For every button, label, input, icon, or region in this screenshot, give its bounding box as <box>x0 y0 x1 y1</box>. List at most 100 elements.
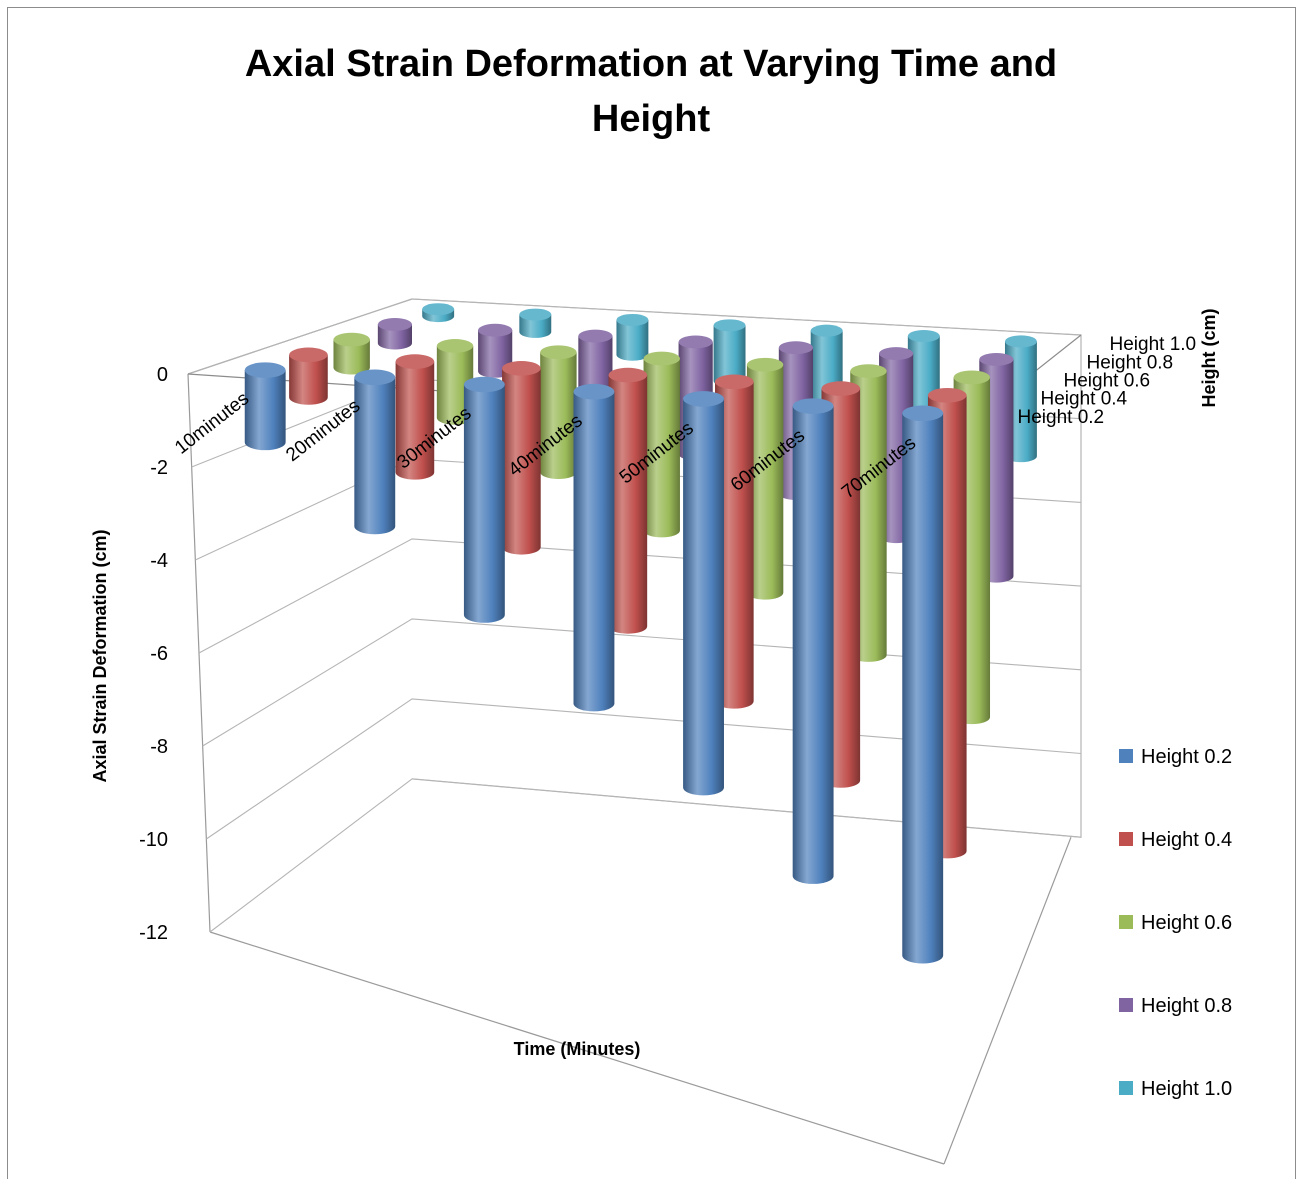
x-axis-title: Time (Minutes) <box>514 1039 641 1059</box>
bar-top <box>502 361 541 376</box>
y-tick-label: -2 <box>150 457 168 479</box>
legend-swatch <box>1119 915 1133 929</box>
bar-body <box>715 381 754 709</box>
bar-top <box>902 405 944 422</box>
legend: Height 0.2 Height 0.4 Height 0.6 Height 0.8… <box>1119 746 1232 1100</box>
gridline <box>187 298 1082 375</box>
bar-body <box>746 364 784 600</box>
bar-body <box>792 406 834 884</box>
bar-top <box>289 347 328 363</box>
bar-top <box>979 352 1014 366</box>
bar-body <box>643 358 680 538</box>
bar-top <box>478 323 513 337</box>
x-tick-label: 10minutes <box>171 388 253 459</box>
bar-top <box>792 398 834 414</box>
bar-top <box>713 319 746 332</box>
legend-label: Height 0.8 <box>1141 995 1232 1017</box>
bar <box>519 308 552 338</box>
y-tick-label: -4 <box>150 550 168 572</box>
bar-top <box>333 332 370 347</box>
depth-axis-title: Height (cm) <box>1199 308 1219 407</box>
bar-body <box>902 413 944 964</box>
floor-right-edge <box>943 836 1072 1165</box>
legend-label: Height 0.6 <box>1141 912 1232 934</box>
bar-body <box>244 370 286 451</box>
bar-top <box>463 376 505 393</box>
bar-top <box>678 335 713 349</box>
y-axis-title: Axial Strain Deformation (cm) <box>90 529 110 782</box>
bar <box>354 369 396 535</box>
bar-body <box>713 325 746 387</box>
bar-top <box>715 374 754 390</box>
depth-tick-label: Height 0.8 <box>1087 352 1174 373</box>
bar-top <box>436 339 474 353</box>
bar-top <box>422 303 455 316</box>
bar-top <box>810 324 843 337</box>
bar-body <box>289 354 328 405</box>
bar <box>713 319 746 387</box>
gridline <box>209 778 1082 933</box>
bar-top <box>616 313 649 326</box>
bar-top <box>643 351 680 366</box>
bar <box>333 332 370 375</box>
bar-top <box>395 354 435 369</box>
bar-top <box>927 388 967 403</box>
y-tick-label: -12 <box>139 922 168 944</box>
bar-body <box>608 375 648 634</box>
chart-title: Axial Strain Deformation at Varying Time… <box>245 43 1057 140</box>
y-axis-ticks: 0 -2 -4 -6 -8 -10 -12 <box>139 364 168 944</box>
legend-item: Height 0.4 <box>1119 829 1232 851</box>
bar-top <box>683 391 724 407</box>
depth-tick-label: Height 1.0 <box>1110 334 1197 355</box>
bar-top <box>1004 335 1037 348</box>
legend-swatch <box>1119 749 1133 763</box>
bars <box>244 303 1037 964</box>
legend-item: Height 0.2 <box>1119 746 1232 768</box>
legend-item: Height 0.6 <box>1119 912 1232 934</box>
bar <box>902 405 944 964</box>
chart-frame: Axial Strain Deformation at Varying Time… <box>7 7 1296 1179</box>
bar <box>289 347 328 405</box>
bar-top <box>354 369 396 386</box>
bar <box>244 362 286 451</box>
bar-top <box>519 308 552 321</box>
depth-tick-label: Height 0.6 <box>1064 371 1151 392</box>
legend-swatch <box>1119 998 1133 1012</box>
bar-top <box>850 364 887 378</box>
bar <box>792 398 834 884</box>
bar-body <box>463 384 505 623</box>
bar <box>395 354 435 480</box>
bar <box>502 361 541 555</box>
bar <box>463 376 505 623</box>
bar <box>608 367 648 634</box>
legend-label: Height 0.2 <box>1141 746 1232 768</box>
bar-body <box>519 314 552 338</box>
legend-item: Height 0.8 <box>1119 995 1232 1017</box>
bar-top <box>608 367 648 383</box>
y-tick-label: -8 <box>150 736 168 758</box>
bar <box>540 345 577 480</box>
bar-top <box>244 362 286 378</box>
bar <box>746 357 784 600</box>
bar <box>643 351 680 538</box>
bar-top <box>821 381 861 396</box>
bar <box>377 317 413 350</box>
bar-body <box>616 319 649 361</box>
bar-top <box>953 370 991 385</box>
y-tick-label: -10 <box>139 829 168 851</box>
x-tick-label: 20minutes <box>282 396 364 467</box>
bar-top <box>746 357 784 372</box>
bar-top <box>778 341 813 355</box>
bar-body <box>395 361 435 480</box>
bar-body <box>683 398 724 796</box>
chart-title-line-1: Axial Strain Deformation at Varying Time… <box>245 43 1057 85</box>
bar-top <box>879 347 914 360</box>
depth-tick-label: Height 0.4 <box>1041 389 1128 410</box>
bar-top <box>540 345 577 360</box>
bar-top <box>907 330 940 343</box>
y-tick-label: 0 <box>157 364 168 386</box>
bar <box>616 313 649 361</box>
bar-body <box>573 391 615 712</box>
legend-swatch <box>1119 832 1133 846</box>
